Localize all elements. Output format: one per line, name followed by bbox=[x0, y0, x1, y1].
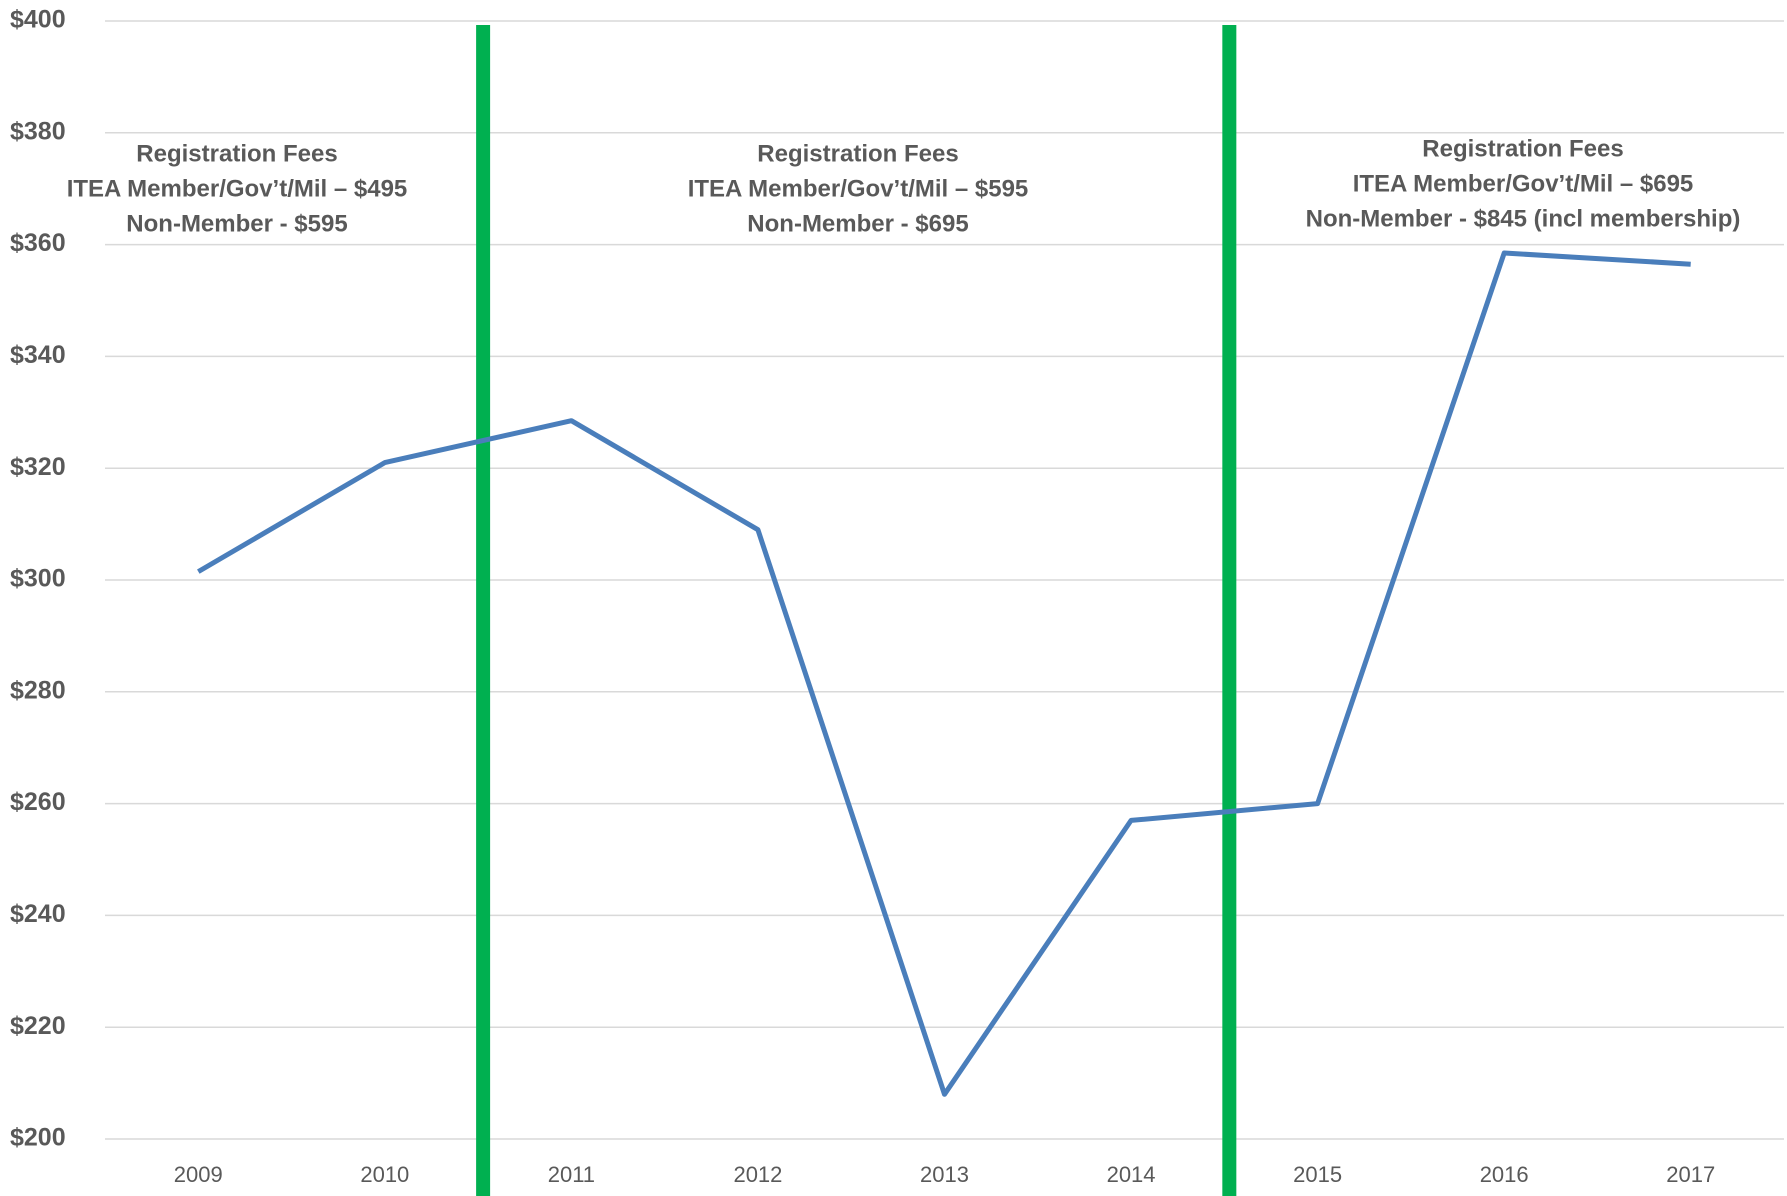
y-tick-label: $260 bbox=[10, 788, 66, 816]
y-tick-label: $380 bbox=[10, 117, 66, 145]
annotation: Non-Member - $845 (incl membership) bbox=[1306, 205, 1741, 232]
annotation: Registration Fees bbox=[757, 140, 958, 167]
annotation: ITEA Member/Gov’t/Mil – $595 bbox=[688, 175, 1029, 202]
x-tick-label: 2011 bbox=[548, 1162, 595, 1187]
annotation: Registration Fees bbox=[136, 140, 337, 167]
y-tick-label: $360 bbox=[10, 229, 66, 257]
y-tick-label: $280 bbox=[10, 676, 66, 704]
y-tick-label: $220 bbox=[10, 1012, 66, 1040]
y-tick-label: $200 bbox=[10, 1124, 66, 1152]
x-tick-label: 2012 bbox=[733, 1162, 782, 1187]
data-line bbox=[197, 250, 1691, 1097]
x-tick-label: 2013 bbox=[920, 1162, 969, 1187]
x-tick-label: 2010 bbox=[360, 1162, 409, 1187]
annotation: ITEA Member/Gov’t/Mil – $695 bbox=[1353, 170, 1694, 197]
y-tick-label: $400 bbox=[10, 6, 66, 34]
y-tick-label: $240 bbox=[10, 900, 66, 928]
x-tick-label: 2009 bbox=[174, 1162, 223, 1187]
annotation: Non-Member - $695 bbox=[747, 210, 968, 237]
x-tick-label: 2017 bbox=[1666, 1162, 1715, 1187]
annotation: ITEA Member/Gov’t/Mil – $495 bbox=[67, 175, 408, 202]
y-tick-label: $320 bbox=[10, 453, 66, 481]
x-tick-label: 2015 bbox=[1293, 1162, 1342, 1187]
y-tick-label: $300 bbox=[10, 565, 66, 593]
x-tick-label: 2016 bbox=[1480, 1162, 1529, 1187]
y-tick-label: $340 bbox=[10, 341, 66, 369]
annotation: Registration Fees bbox=[1422, 135, 1623, 162]
annotation: Non-Member - $595 bbox=[126, 210, 347, 237]
x-tick-label: 2014 bbox=[1107, 1162, 1156, 1187]
